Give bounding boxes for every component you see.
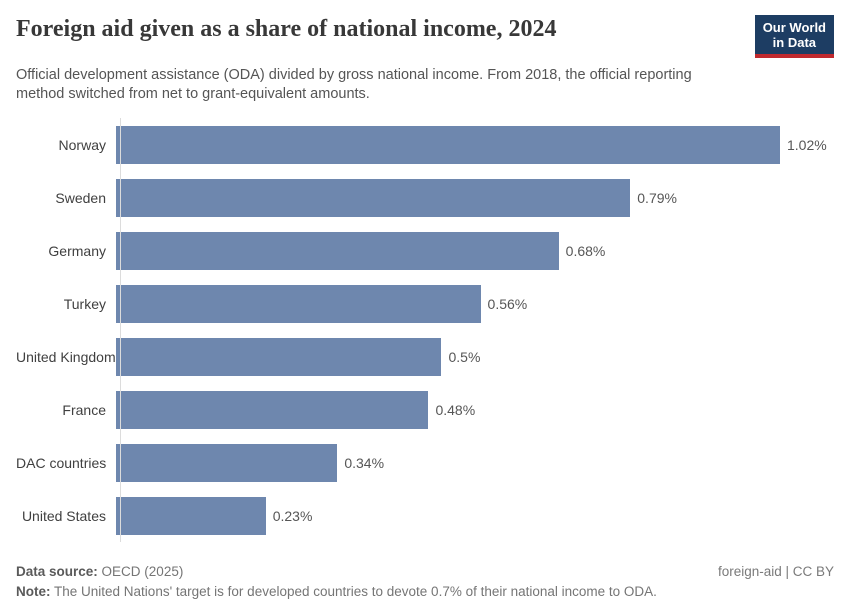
category-label: Turkey (63, 296, 106, 312)
value-label: 0.48% (435, 402, 476, 418)
bar[interactable] (116, 285, 481, 323)
bar-rows: Norway 1.02% Sweden 0.79% Germany 0.68% Turkey… (16, 126, 834, 535)
bar-track: 0.48% (114, 391, 834, 429)
category-label: United States (21, 508, 106, 524)
note-line: Note: The United Nations' target is for … (16, 582, 834, 600)
bar-track: 0.34% (114, 444, 834, 482)
bar[interactable] (116, 126, 780, 164)
data-source-line: Data source: OECD (2025) (16, 562, 183, 581)
chart-subtitle: Official development assistance (ODA) di… (16, 67, 692, 102)
value-label: 0.34% (344, 455, 385, 471)
chart-footer: Data source: OECD (2025) foreign-aid | C… (16, 562, 834, 600)
data-source-value: OECD (2025) (101, 564, 184, 579)
chart-header: Foreign aid given as a share of national… (16, 14, 834, 104)
value-label: 0.5% (448, 349, 481, 365)
owid-logo-line1: Our World (762, 20, 826, 35)
bar-track: 0.5% (114, 338, 834, 376)
attribution: foreign-aid | CC BY (717, 564, 834, 579)
bar-track: 1.02% (114, 126, 834, 164)
category-label: Germany (48, 243, 106, 259)
category-label: DAC countries (16, 455, 107, 471)
data-source-label: Data source: (16, 564, 98, 579)
value-label: 0.68% (565, 243, 606, 259)
bar[interactable] (116, 497, 266, 535)
bar-row: Norway 1.02% (16, 126, 834, 164)
bar-row: Turkey 0.56% (16, 285, 834, 323)
y-axis-line (120, 118, 121, 542)
value-label: 1.02% (787, 137, 827, 153)
bar[interactable] (116, 444, 338, 482)
category-label: United Kingdom (16, 349, 116, 365)
bar[interactable] (116, 232, 559, 270)
bar-track: 0.56% (114, 285, 834, 323)
value-label: 0.79% (637, 190, 677, 206)
bar-chart: Norway 1.02% Sweden 0.79% Germany 0.68% Turkey… (16, 118, 834, 542)
bar[interactable] (116, 391, 429, 429)
bar-track: 0.79% (114, 179, 834, 217)
value-label: 0.56% (487, 296, 528, 312)
bar-row: Sweden 0.79% (16, 179, 834, 217)
bar-row: Germany 0.68% (16, 232, 834, 270)
category-label: Norway (58, 137, 106, 153)
bar-track: 0.68% (114, 232, 834, 270)
bar[interactable] (116, 338, 442, 376)
category-label: France (62, 402, 106, 418)
bar-row: United Kingdom 0.5% (16, 338, 834, 376)
bar-track: 0.23% (114, 497, 834, 535)
category-label: Sweden (55, 190, 106, 206)
owid-logo[interactable]: Our World in Data (754, 15, 834, 58)
bar-row: United States 0.23% (16, 497, 834, 535)
value-label: 0.23% (272, 508, 313, 524)
bar-row: DAC countries 0.34% (16, 444, 834, 482)
chart-title: Foreign aid given as a share of national… (16, 16, 557, 42)
bar[interactable] (116, 179, 631, 217)
owid-logo-line2: in Data (772, 35, 817, 50)
note-label: Note: (16, 584, 51, 599)
bar-row: France 0.48% (16, 391, 834, 429)
note-value: The United Nations' target is for develo… (54, 584, 657, 599)
